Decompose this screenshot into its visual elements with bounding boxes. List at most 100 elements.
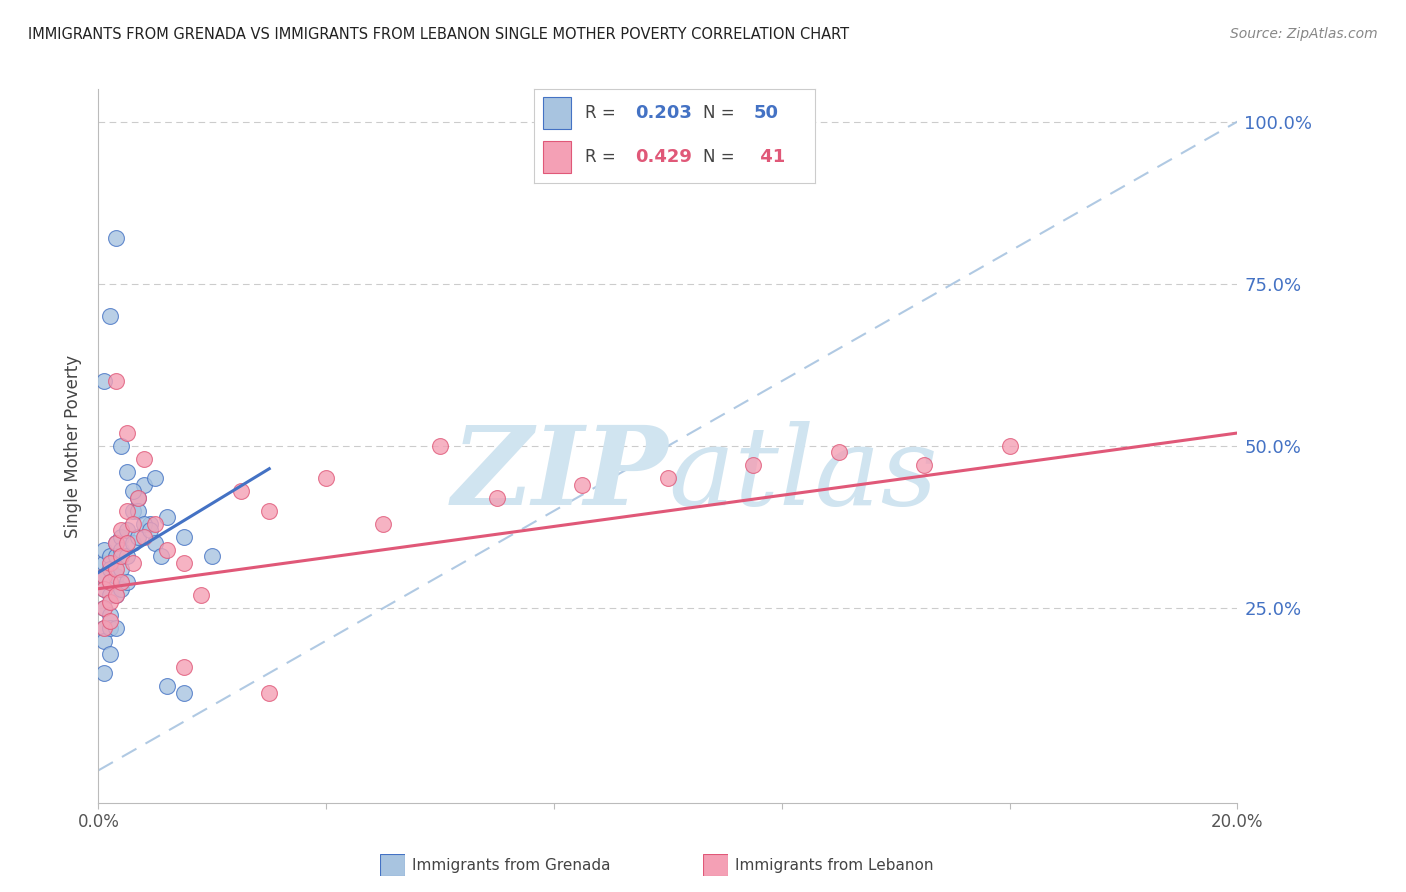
Text: 41: 41 bbox=[754, 148, 785, 166]
Point bbox=[132, 452, 155, 467]
Point bbox=[93, 666, 115, 681]
Point bbox=[104, 588, 127, 602]
Point bbox=[98, 575, 121, 590]
Point bbox=[132, 530, 155, 544]
Point bbox=[98, 310, 121, 324]
Point bbox=[132, 516, 155, 531]
Point bbox=[110, 524, 132, 538]
Text: N =: N = bbox=[703, 148, 740, 166]
Text: Immigrants from Lebanon: Immigrants from Lebanon bbox=[735, 858, 934, 872]
Point bbox=[173, 685, 195, 699]
Point bbox=[115, 524, 138, 538]
Point bbox=[93, 582, 115, 596]
Text: 0.203: 0.203 bbox=[636, 104, 692, 122]
Point bbox=[93, 568, 115, 582]
Point bbox=[132, 478, 155, 492]
Point bbox=[156, 510, 179, 524]
Point bbox=[571, 478, 593, 492]
Bar bbox=[543, 141, 571, 173]
Point bbox=[93, 621, 115, 635]
Point bbox=[138, 516, 160, 531]
Point bbox=[138, 524, 160, 538]
Text: IMMIGRANTS FROM GRENADA VS IMMIGRANTS FROM LEBANON SINGLE MOTHER POVERTY CORRELA: IMMIGRANTS FROM GRENADA VS IMMIGRANTS FR… bbox=[28, 27, 849, 42]
Point bbox=[98, 614, 121, 628]
Point bbox=[828, 445, 851, 459]
Point bbox=[98, 621, 121, 635]
Point bbox=[127, 504, 149, 518]
Point bbox=[373, 516, 395, 531]
Y-axis label: Single Mother Poverty: Single Mother Poverty bbox=[65, 354, 83, 538]
Point bbox=[121, 504, 143, 518]
Point bbox=[104, 231, 127, 245]
Point bbox=[121, 556, 143, 570]
Point bbox=[173, 530, 195, 544]
Point bbox=[110, 439, 132, 453]
Point bbox=[657, 471, 679, 485]
Point bbox=[115, 504, 138, 518]
Text: Immigrants from Grenada: Immigrants from Grenada bbox=[412, 858, 610, 872]
Point bbox=[98, 588, 121, 602]
Point bbox=[156, 542, 179, 557]
Point bbox=[104, 588, 127, 602]
Point bbox=[104, 562, 127, 576]
Point bbox=[93, 556, 115, 570]
Point bbox=[104, 536, 127, 550]
Point bbox=[150, 549, 173, 564]
Point bbox=[104, 568, 127, 582]
Point bbox=[145, 536, 167, 550]
Point bbox=[104, 549, 127, 564]
Point bbox=[259, 685, 281, 699]
Point bbox=[742, 458, 765, 473]
Point bbox=[115, 575, 138, 590]
Point bbox=[93, 621, 115, 635]
Point bbox=[229, 484, 252, 499]
Point bbox=[93, 542, 115, 557]
Text: ZIP: ZIP bbox=[451, 421, 668, 528]
Point bbox=[110, 542, 132, 557]
Point bbox=[110, 575, 132, 590]
Point bbox=[173, 556, 195, 570]
Point bbox=[429, 439, 451, 453]
Point bbox=[98, 607, 121, 622]
Text: Source: ZipAtlas.com: Source: ZipAtlas.com bbox=[1230, 27, 1378, 41]
Point bbox=[145, 471, 167, 485]
Point bbox=[110, 549, 132, 564]
Point bbox=[115, 465, 138, 479]
Point bbox=[201, 549, 224, 564]
Text: 0.429: 0.429 bbox=[636, 148, 692, 166]
Point bbox=[121, 484, 143, 499]
Point bbox=[98, 595, 121, 609]
Point bbox=[98, 562, 121, 576]
Point bbox=[127, 530, 149, 544]
Point bbox=[998, 439, 1021, 453]
Point bbox=[315, 471, 337, 485]
Point bbox=[98, 647, 121, 661]
Point bbox=[145, 516, 167, 531]
Text: R =: R = bbox=[585, 104, 621, 122]
Point bbox=[104, 374, 127, 388]
Point bbox=[93, 568, 115, 582]
Point bbox=[104, 621, 127, 635]
Point bbox=[93, 601, 115, 615]
Point bbox=[486, 491, 509, 505]
Point bbox=[115, 549, 138, 564]
Point bbox=[121, 516, 143, 531]
Point bbox=[93, 601, 115, 615]
Point bbox=[93, 633, 115, 648]
Text: N =: N = bbox=[703, 104, 740, 122]
Point bbox=[104, 536, 127, 550]
Text: R =: R = bbox=[585, 148, 621, 166]
Point bbox=[259, 504, 281, 518]
Point bbox=[912, 458, 935, 473]
Text: 50: 50 bbox=[754, 104, 779, 122]
Point bbox=[98, 556, 121, 570]
Point bbox=[98, 549, 121, 564]
Point bbox=[98, 575, 121, 590]
Bar bbox=[543, 96, 571, 129]
Point bbox=[110, 562, 132, 576]
Point bbox=[93, 374, 115, 388]
Point bbox=[121, 536, 143, 550]
Point bbox=[156, 679, 179, 693]
Point bbox=[190, 588, 212, 602]
Point bbox=[115, 536, 138, 550]
